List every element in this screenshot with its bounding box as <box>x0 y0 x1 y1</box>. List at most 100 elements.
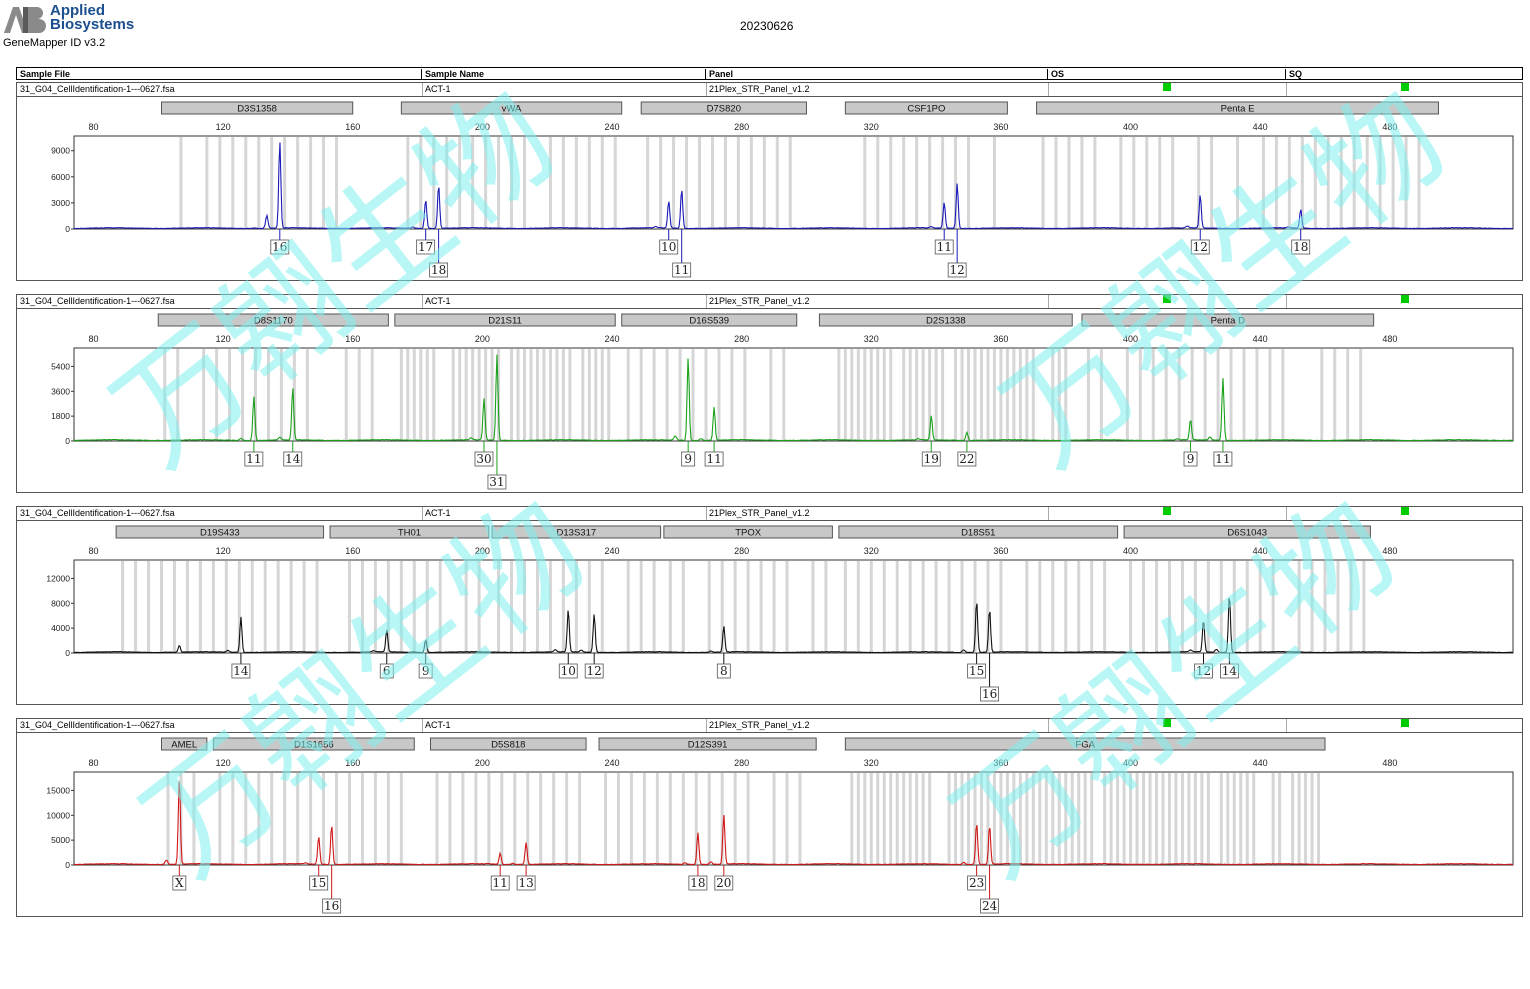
allele-bin <box>237 561 241 652</box>
x-tick-label: 280 <box>734 122 749 132</box>
allele-bin <box>928 773 932 864</box>
allele-call-box <box>416 239 436 255</box>
allele-call-box <box>934 239 954 255</box>
signal-trace <box>73 142 1514 230</box>
allele-bin <box>1193 773 1197 864</box>
column-header-sample-file: Sample File <box>17 69 422 80</box>
allele-call-box <box>1213 451 1233 467</box>
allele-bin <box>1038 773 1042 864</box>
allele-bin <box>1103 773 1107 864</box>
allele-call-box <box>244 451 264 467</box>
allele-bin <box>707 773 711 864</box>
allele-bin <box>555 349 559 440</box>
allele-bin <box>1132 137 1136 228</box>
x-tick-label: 480 <box>1382 546 1397 556</box>
allele-bin <box>1067 137 1071 228</box>
allele-call: 12 <box>1190 229 1210 255</box>
allele-bin <box>1287 137 1291 228</box>
allele-bin <box>215 349 219 440</box>
allele-bin <box>681 561 685 652</box>
allele-bin <box>160 561 164 652</box>
allele-call-box <box>1220 663 1239 679</box>
y-tick-label: 3000 <box>51 198 70 208</box>
allele-bin <box>1317 773 1321 864</box>
allele-bin <box>655 773 659 864</box>
column-separator <box>1286 507 1287 520</box>
allele-bin <box>522 137 526 228</box>
allele-bin <box>1304 773 1308 864</box>
allele-bin <box>1070 773 1074 864</box>
allele-bin <box>432 137 436 228</box>
allele-call: 11 <box>1213 441 1233 467</box>
allele-bin <box>1138 349 1142 440</box>
allele-bin <box>600 137 604 228</box>
allele-bin <box>710 137 714 228</box>
sample-file: 31_G04_CellIdentification-1---0627.fsa <box>20 720 175 730</box>
allele-bin <box>775 137 779 228</box>
locus-label: D1S1656 <box>294 740 334 751</box>
allele-bin <box>477 561 481 652</box>
allele-bin <box>529 349 533 440</box>
allele-call-label: 10 <box>661 240 676 254</box>
allele-bin <box>616 773 620 864</box>
allele-call-label: 6 <box>383 664 391 678</box>
column-separator <box>422 83 423 96</box>
y-tick-label: 3600 <box>51 386 70 396</box>
allele-call-box <box>231 663 251 679</box>
sample-file: 31_G04_CellIdentification-1---0627.fsa <box>20 508 175 518</box>
sample-name: ACT-1 <box>425 720 451 730</box>
locus-label: AMEL <box>171 740 197 751</box>
x-tick-label: 440 <box>1253 546 1268 556</box>
locus-bar <box>844 737 1326 751</box>
allele-bin <box>1174 773 1178 864</box>
allele-bin <box>1255 349 1259 440</box>
allele-bin <box>399 349 403 440</box>
allele-call-label: 8 <box>720 664 728 678</box>
allele-bin <box>1142 773 1146 864</box>
allele-bin <box>322 773 326 864</box>
allele-call-box <box>172 875 187 891</box>
locus-label: D18S51 <box>961 528 995 539</box>
allele-bin <box>1216 349 1220 440</box>
allele-bin <box>1297 561 1301 652</box>
allele-call-label: 14 <box>1222 664 1238 678</box>
allele-bin <box>782 349 786 440</box>
x-tick-label: 120 <box>216 546 231 556</box>
x-tick-label: 280 <box>734 758 749 768</box>
column-separator <box>706 295 707 308</box>
allele-bin <box>1346 349 1350 440</box>
allele-call-label: 18 <box>1293 240 1308 254</box>
allele-call-box <box>967 663 987 679</box>
locus-label: D2S1338 <box>926 316 966 327</box>
allele-bin <box>921 561 925 652</box>
allele-call: 16 <box>322 865 342 914</box>
allele-bin <box>863 137 867 228</box>
allele-bin <box>928 137 932 228</box>
allele-bin <box>1025 773 1029 864</box>
x-tick-label: 440 <box>1253 758 1268 768</box>
allele-bin <box>1245 773 1249 864</box>
y-tick-label: 15000 <box>46 785 70 795</box>
allele-bin <box>552 773 556 864</box>
x-tick-label: 440 <box>1253 122 1268 132</box>
y-tick-label: 0 <box>65 436 70 446</box>
allele-bin <box>561 349 565 440</box>
allele-bin <box>347 773 351 864</box>
column-header-panel: Panel <box>706 69 1048 80</box>
allele-bin <box>973 561 977 652</box>
y-tick-label: 9000 <box>51 146 70 156</box>
allele-call: 11 <box>490 865 510 891</box>
allele-bin <box>869 349 873 440</box>
allele-bin <box>902 137 906 228</box>
allele-bin <box>749 137 753 228</box>
allele-bin <box>1359 349 1363 440</box>
os-quality-flag <box>1163 507 1171 515</box>
allele-bin <box>694 773 698 864</box>
allele-bin <box>921 349 925 440</box>
column-separator <box>422 719 423 732</box>
allele-bin <box>1206 773 1210 864</box>
allele-bin <box>843 561 847 652</box>
allele-bin <box>490 349 494 440</box>
allele-call: 12 <box>584 653 604 679</box>
allele-bin <box>484 137 488 228</box>
